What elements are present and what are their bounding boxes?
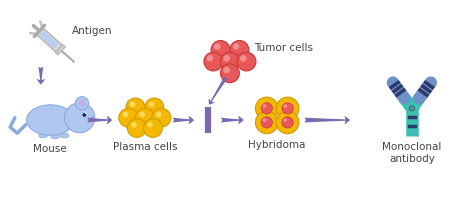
Circle shape (263, 104, 266, 108)
Circle shape (85, 113, 86, 114)
Circle shape (220, 52, 239, 71)
Polygon shape (29, 32, 36, 34)
Text: Hybridoma: Hybridoma (248, 140, 306, 150)
Circle shape (237, 52, 256, 71)
Circle shape (261, 117, 273, 128)
Circle shape (64, 103, 95, 133)
Circle shape (126, 98, 145, 117)
Text: Mouse: Mouse (34, 144, 67, 154)
Circle shape (139, 112, 145, 117)
Ellipse shape (51, 134, 59, 139)
Circle shape (82, 113, 86, 117)
Circle shape (283, 104, 287, 108)
Circle shape (131, 122, 137, 128)
Circle shape (75, 97, 89, 110)
Circle shape (152, 108, 171, 127)
Polygon shape (57, 48, 62, 51)
Text: Monoclonal
antibody: Monoclonal antibody (382, 142, 442, 164)
Circle shape (233, 43, 239, 50)
Circle shape (144, 119, 162, 137)
Circle shape (128, 119, 146, 137)
Circle shape (220, 64, 239, 83)
Circle shape (91, 117, 93, 119)
Circle shape (223, 67, 230, 73)
Circle shape (147, 122, 153, 128)
Circle shape (156, 112, 161, 117)
Circle shape (263, 118, 266, 122)
Circle shape (136, 108, 155, 127)
Circle shape (255, 111, 278, 134)
Circle shape (207, 55, 213, 62)
Circle shape (282, 117, 293, 128)
Polygon shape (39, 21, 43, 28)
Circle shape (276, 111, 299, 134)
Circle shape (283, 118, 287, 122)
Polygon shape (55, 44, 65, 55)
Polygon shape (39, 30, 58, 48)
Circle shape (204, 52, 223, 71)
Ellipse shape (39, 133, 47, 138)
Polygon shape (36, 28, 64, 53)
Circle shape (261, 103, 273, 114)
Circle shape (119, 108, 138, 127)
Ellipse shape (27, 105, 74, 135)
Circle shape (123, 112, 128, 117)
Circle shape (78, 99, 86, 107)
Circle shape (409, 106, 414, 111)
Text: Tumor cells: Tumor cells (255, 43, 313, 53)
Circle shape (211, 40, 230, 59)
Circle shape (130, 101, 136, 107)
Text: Antigen: Antigen (72, 26, 112, 36)
Circle shape (276, 97, 299, 120)
Circle shape (145, 98, 164, 117)
Text: Plasma cells: Plasma cells (113, 142, 177, 152)
Ellipse shape (60, 133, 69, 138)
Circle shape (255, 97, 278, 120)
Circle shape (214, 43, 220, 50)
Circle shape (223, 55, 230, 62)
Circle shape (240, 55, 246, 62)
Circle shape (282, 103, 293, 114)
Circle shape (149, 101, 155, 107)
Circle shape (230, 40, 249, 59)
